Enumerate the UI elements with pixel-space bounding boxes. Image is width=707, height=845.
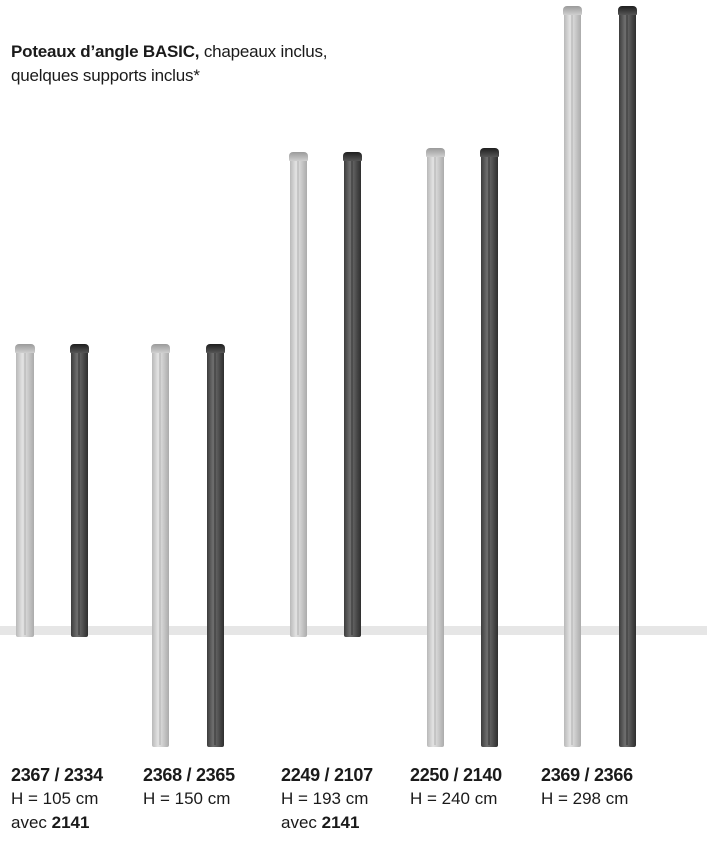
post-light-2249 <box>289 152 308 637</box>
product-code: 2369 / 2366 <box>541 765 633 785</box>
post-cap <box>206 344 225 353</box>
product-code: 2368 / 2365 <box>143 765 235 785</box>
post-cap <box>563 6 582 15</box>
post-light-2250 <box>426 148 445 747</box>
product-height: H = 193 cm <box>281 789 369 808</box>
post-light-2369 <box>563 6 582 747</box>
post-cap <box>343 152 362 161</box>
post-dark-2366 <box>618 6 637 747</box>
product-avec: avec 2141 <box>11 813 90 832</box>
post-dark-2107 <box>343 152 362 637</box>
post-cap <box>15 344 35 353</box>
product-avec: avec 2141 <box>281 813 360 832</box>
product-label-4: 2250 / 2140 H = 240 cm <box>410 763 502 811</box>
post-cap <box>70 344 89 353</box>
product-height: H = 105 cm <box>11 789 99 808</box>
product-code: 2250 / 2140 <box>410 765 502 785</box>
post-cap <box>289 152 308 161</box>
post-cap <box>618 6 637 15</box>
page-title: Poteaux d’angle BASIC, chapeaux inclus, … <box>11 40 431 88</box>
avec-code: 2141 <box>51 813 90 832</box>
title-bold: Poteaux d’angle BASIC, <box>11 42 200 61</box>
product-code: 2249 / 2107 <box>281 765 373 785</box>
product-label-5: 2369 / 2366 H = 298 cm <box>541 763 633 811</box>
title-line2: quelques supports inclus* <box>11 66 200 85</box>
product-code: 2367 / 2334 <box>11 765 103 785</box>
product-height: H = 298 cm <box>541 789 629 808</box>
post-cap <box>151 344 170 353</box>
post-dark-2334 <box>70 344 89 637</box>
avec-code: 2141 <box>321 813 360 832</box>
product-label-2: 2368 / 2365 H = 150 cm <box>143 763 235 811</box>
title-rest: chapeaux inclus, <box>199 42 328 61</box>
post-light-2367 <box>15 344 35 637</box>
product-label-1: 2367 / 2334 H = 105 cm avec 2141 <box>11 763 103 835</box>
product-label-3: 2249 / 2107 H = 193 cm avec 2141 <box>281 763 373 835</box>
post-cap <box>426 148 445 157</box>
product-height: H = 240 cm <box>410 789 498 808</box>
post-light-2368 <box>151 344 170 747</box>
post-dark-2365 <box>206 344 225 747</box>
post-dark-2140 <box>480 148 499 747</box>
post-cap <box>480 148 499 157</box>
product-height: H = 150 cm <box>143 789 231 808</box>
